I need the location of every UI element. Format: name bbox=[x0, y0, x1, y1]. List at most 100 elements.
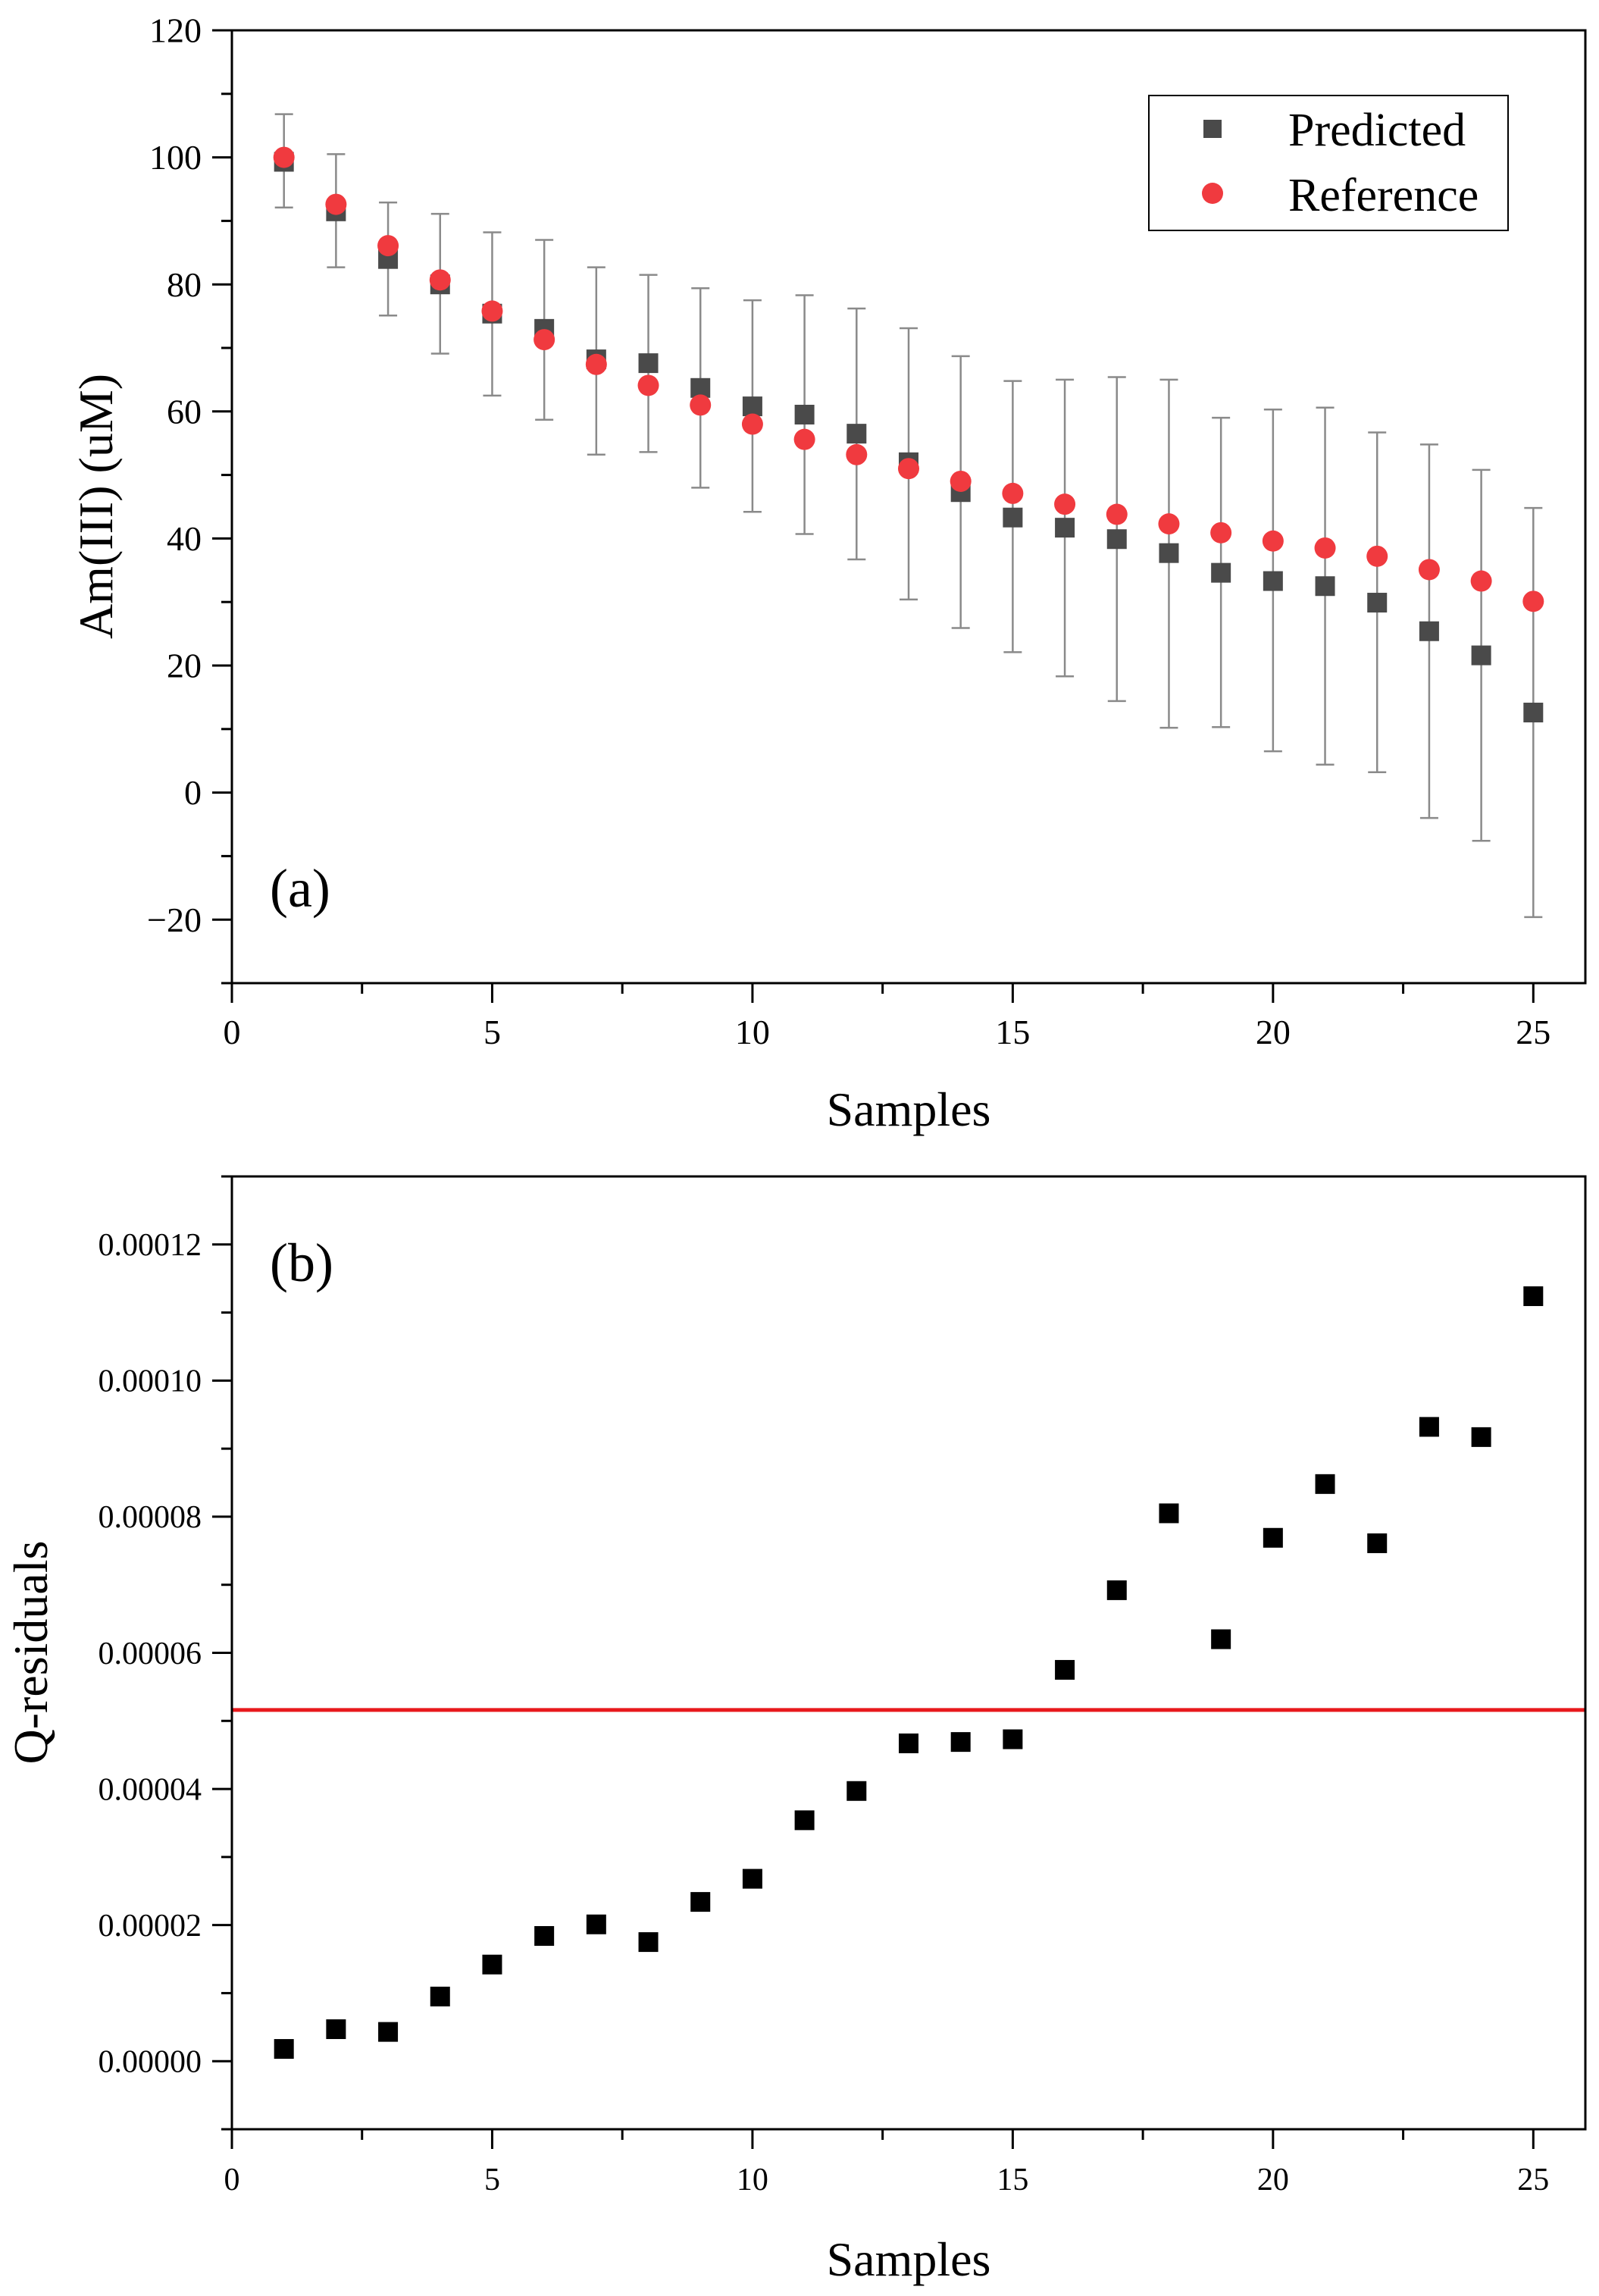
panel-a-chart: 0 5 10 15 20 25 −20 0 20 40 60 80 100 120 Samples Am(… bbox=[69, 11, 1587, 1136]
legend-label-predicted: Predicted bbox=[1288, 105, 1466, 156]
x-tick-label: 20 bbox=[1257, 2163, 1289, 2197]
reference-point bbox=[585, 353, 607, 375]
x-tick-label: 15 bbox=[995, 1013, 1030, 1051]
predicted-point bbox=[794, 404, 815, 424]
q-residuals-point bbox=[950, 1732, 971, 1753]
predicted-point bbox=[638, 353, 659, 374]
reference-point bbox=[1210, 522, 1232, 543]
reference-point bbox=[1314, 537, 1336, 559]
y-tick-label: 80 bbox=[167, 265, 202, 304]
q-residuals-point bbox=[326, 2019, 346, 2040]
panel-a-label: (a) bbox=[270, 858, 330, 919]
q-residuals-point bbox=[899, 1733, 918, 1753]
predicted-point bbox=[742, 396, 762, 417]
reference-point bbox=[273, 146, 295, 168]
q-residuals-point bbox=[1159, 1503, 1179, 1524]
predicted-point bbox=[1523, 703, 1544, 723]
q-residuals-point bbox=[430, 1986, 450, 2006]
predicted-point bbox=[1471, 645, 1491, 666]
panel-a-ylabel: Am(III) (uM) bbox=[69, 374, 123, 639]
q-residuals-point bbox=[1367, 1533, 1388, 1553]
q-residuals-point bbox=[690, 1892, 711, 1912]
q-residuals-point bbox=[638, 1932, 659, 1953]
x-tick-label: 25 bbox=[1516, 1013, 1550, 1051]
q-residuals-point bbox=[274, 2039, 294, 2060]
y-tick-label: 0.00000 bbox=[99, 2044, 202, 2079]
y-tick-label: 0.00004 bbox=[99, 1772, 202, 1807]
reference-point bbox=[534, 329, 555, 351]
x-tick-label: 10 bbox=[737, 2163, 768, 2197]
q-residuals-point bbox=[378, 2022, 399, 2042]
panel-b-chart: 0 5 10 15 20 25 0.00000 0.00002 0.00004 0.00006 0.… bbox=[4, 1175, 1587, 2286]
y-tick-label: 0.00002 bbox=[99, 1909, 202, 1944]
y-tick-label: 0.00008 bbox=[99, 1500, 202, 1535]
reference-point bbox=[1106, 503, 1128, 525]
reference-point bbox=[950, 470, 972, 492]
reference-point bbox=[637, 374, 659, 396]
predicted-point bbox=[1106, 529, 1127, 550]
q-residuals-point bbox=[1211, 1629, 1231, 1649]
panel-b-ylabel: Q-residuals bbox=[4, 1540, 58, 1764]
panel-a-frame bbox=[230, 29, 1587, 985]
x-tick-label: 5 bbox=[483, 1013, 501, 1051]
predicted-point bbox=[1315, 576, 1335, 597]
x-tick-label: 0 bbox=[224, 1013, 241, 1051]
reference-point bbox=[429, 269, 451, 291]
x-tick-label: 25 bbox=[1517, 2163, 1549, 2197]
q-residuals-point bbox=[1055, 1659, 1075, 1680]
y-tick-label: 20 bbox=[167, 647, 202, 685]
x-tick-label: 0 bbox=[224, 2163, 240, 2197]
predicted-point bbox=[1367, 593, 1388, 613]
x-tick-label: 5 bbox=[484, 2163, 500, 2197]
reference-point bbox=[1158, 513, 1180, 535]
panel-b-xlabel: Samples bbox=[827, 2232, 991, 2286]
reference-point bbox=[1522, 590, 1544, 612]
q-residuals-point bbox=[1523, 1286, 1544, 1307]
reference-point bbox=[325, 193, 347, 215]
panel-b-label: (b) bbox=[270, 1233, 333, 1293]
legend: Predicted Reference bbox=[1148, 95, 1509, 231]
q-residuals-point bbox=[1471, 1427, 1491, 1447]
reference-point bbox=[1366, 545, 1388, 567]
legend-marker-predicted bbox=[1203, 120, 1222, 138]
y-tick-label: −20 bbox=[147, 901, 202, 939]
y-tick-label: 0 bbox=[184, 773, 202, 812]
panel-b-frame bbox=[230, 1175, 1587, 2131]
panel-a-xlabel: Samples bbox=[827, 1082, 991, 1136]
predicted-point bbox=[1055, 518, 1075, 538]
reference-point bbox=[898, 458, 919, 480]
reference-point bbox=[481, 300, 503, 322]
reference-point bbox=[377, 235, 399, 257]
y-tick-label: 100 bbox=[149, 138, 202, 177]
reference-point bbox=[846, 443, 868, 465]
legend-label-reference: Reference bbox=[1288, 170, 1479, 221]
q-residuals-point bbox=[1106, 1580, 1127, 1600]
predicted-point bbox=[1211, 562, 1231, 583]
q-residuals-point bbox=[1315, 1474, 1335, 1494]
q-residuals-point bbox=[846, 1781, 867, 1801]
q-residuals-point bbox=[1003, 1729, 1023, 1749]
predicted-point bbox=[846, 424, 867, 444]
reference-point bbox=[1470, 570, 1492, 592]
y-tick-label: 60 bbox=[167, 392, 202, 431]
y-tick-label: 40 bbox=[167, 519, 202, 558]
predicted-point bbox=[1419, 621, 1439, 641]
x-tick-label: 20 bbox=[1256, 1013, 1291, 1051]
reference-point bbox=[690, 394, 712, 416]
reference-point bbox=[1054, 493, 1076, 515]
q-residuals-point bbox=[1263, 1527, 1283, 1548]
y-tick-label: 0.00010 bbox=[99, 1364, 202, 1399]
q-residuals-point bbox=[794, 1810, 815, 1831]
y-tick-label: 120 bbox=[149, 11, 202, 50]
legend-marker-reference bbox=[1202, 183, 1223, 204]
predicted-point bbox=[1003, 507, 1023, 528]
q-residuals-point bbox=[534, 1926, 555, 1947]
legend-box bbox=[1148, 95, 1509, 231]
reference-point bbox=[1002, 482, 1024, 504]
reference-point bbox=[1418, 559, 1440, 581]
x-tick-label: 15 bbox=[997, 2163, 1028, 2197]
reference-point bbox=[741, 413, 763, 435]
predicted-point bbox=[1159, 543, 1179, 563]
q-residuals-point bbox=[482, 1954, 502, 1975]
